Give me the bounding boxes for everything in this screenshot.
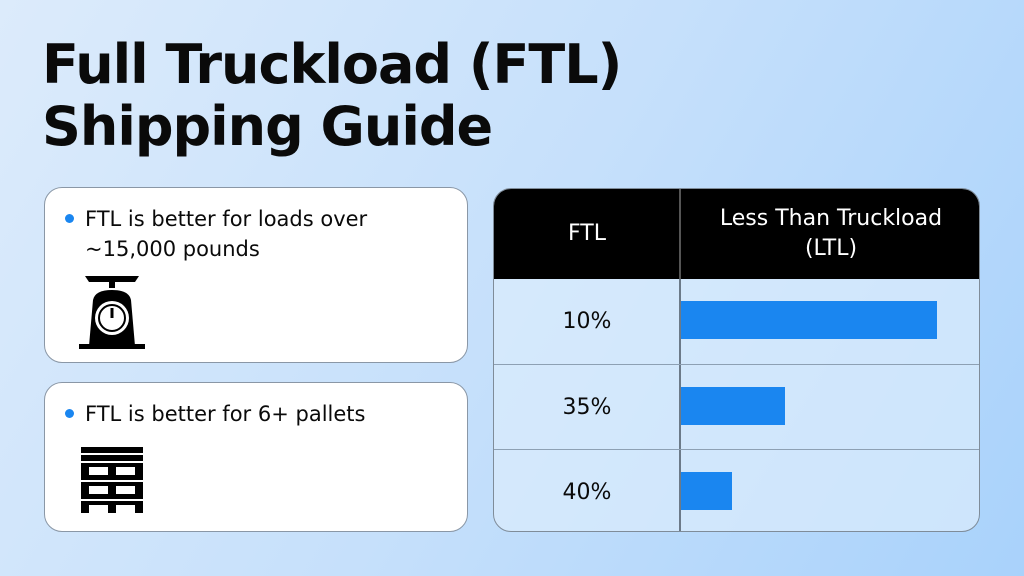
card: FTL is better for 6+ pallets: [44, 382, 468, 532]
divider: [679, 189, 681, 279]
ftl-value: 35%: [562, 394, 612, 420]
card: FTL is better for loads over ~15,000 pou…: [44, 187, 468, 363]
ltl-bar: [681, 387, 786, 425]
card-text: FTL is better for loads over ~15,000 pou…: [85, 207, 368, 261]
table-row: 10%: [494, 279, 979, 364]
bullet: [65, 409, 74, 418]
card-text: FTL is better for 6+ pallets: [85, 402, 366, 426]
divider: [679, 365, 681, 449]
ftl-value: 10%: [562, 309, 612, 334]
table-row: 35%: [494, 364, 979, 449]
comparison-table: FTL Less Than Truckload (LTL) 10% 35% 40%: [493, 188, 980, 532]
column-header: FTL: [568, 221, 606, 246]
scale-icon: [79, 276, 145, 349]
title-line: Full Truckload (FTL): [42, 33, 622, 96]
table-row: 40%: [494, 449, 979, 531]
pallet-icon: [81, 447, 143, 513]
divider: [679, 450, 681, 531]
ftl-value: 40%: [562, 479, 612, 505]
table-header: FTL Less Than Truckload (LTL): [494, 189, 979, 279]
ltl-bar: [681, 472, 732, 510]
divider: [679, 279, 681, 364]
title: Full Truckload (FTL) Shipping Guide: [42, 33, 622, 158]
ltl-bar: [681, 301, 938, 339]
column-header: Less Than Truckload (LTL): [719, 206, 943, 261]
bullet: [65, 214, 74, 223]
title-line: Shipping Guide: [42, 95, 493, 158]
